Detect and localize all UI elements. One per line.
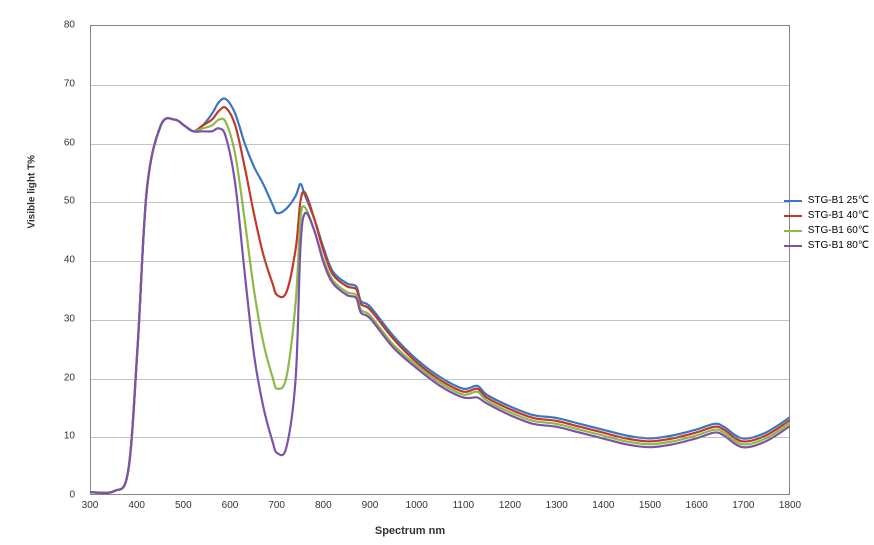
y-tick-label: 70 <box>64 78 75 89</box>
x-tick-label: 1800 <box>779 500 801 511</box>
y-tick-label: 10 <box>64 431 75 442</box>
x-tick-label: 1700 <box>732 500 754 511</box>
legend-label: STG-B1 25℃ <box>808 195 869 206</box>
legend-item: STG-B1 60℃ <box>784 225 869 236</box>
x-tick-label: 1400 <box>592 500 614 511</box>
gridline <box>91 379 789 380</box>
legend: STG-B1 25℃ STG-B1 40℃ STG-B1 60℃ STG-B1 80℃ <box>784 195 869 255</box>
legend-item: STG-B1 40℃ <box>784 210 869 221</box>
gridline <box>91 320 789 321</box>
x-axis-label: Spectrum nm <box>375 525 445 537</box>
x-tick-label: 700 <box>268 500 285 511</box>
chart-svg <box>91 26 789 494</box>
legend-item: STG-B1 80℃ <box>784 240 869 251</box>
x-tick-label: 1600 <box>686 500 708 511</box>
y-tick-label: 0 <box>69 490 75 501</box>
legend-label: STG-B1 40℃ <box>808 210 869 221</box>
gridline <box>91 437 789 438</box>
y-tick-label: 50 <box>64 196 75 207</box>
legend-swatch <box>784 230 802 232</box>
y-tick-label: 30 <box>64 313 75 324</box>
series-line <box>91 107 789 493</box>
x-tick-label: 400 <box>128 500 145 511</box>
x-tick-label: 900 <box>362 500 379 511</box>
x-tick-label: 300 <box>82 500 99 511</box>
x-tick-label: 1000 <box>406 500 428 511</box>
x-tick-label: 600 <box>222 500 239 511</box>
y-tick-label: 80 <box>64 20 75 31</box>
legend-label: STG-B1 60℃ <box>808 225 869 236</box>
legend-item: STG-B1 25℃ <box>784 195 869 206</box>
legend-label: STG-B1 80℃ <box>808 240 869 251</box>
series-line <box>91 98 789 493</box>
x-tick-label: 1200 <box>499 500 521 511</box>
x-tick-label: 500 <box>175 500 192 511</box>
y-tick-label: 40 <box>64 255 75 266</box>
gridline <box>91 202 789 203</box>
plot-area <box>90 25 790 495</box>
x-tick-label: 1500 <box>639 500 661 511</box>
y-axis-label: Visible light T% <box>27 155 38 229</box>
legend-swatch <box>784 245 802 247</box>
x-tick-label: 1300 <box>546 500 568 511</box>
legend-swatch <box>784 215 802 217</box>
gridline <box>91 261 789 262</box>
x-tick-label: 800 <box>315 500 332 511</box>
chart-container: Visible light T% 0 10 20 30 40 50 60 70 80 300 400… <box>30 10 780 510</box>
gridline <box>91 85 789 86</box>
y-tick-label: 60 <box>64 137 75 148</box>
legend-swatch <box>784 200 802 202</box>
x-tick-label: 1100 <box>453 500 475 511</box>
y-tick-label: 20 <box>64 372 75 383</box>
gridline <box>91 144 789 145</box>
